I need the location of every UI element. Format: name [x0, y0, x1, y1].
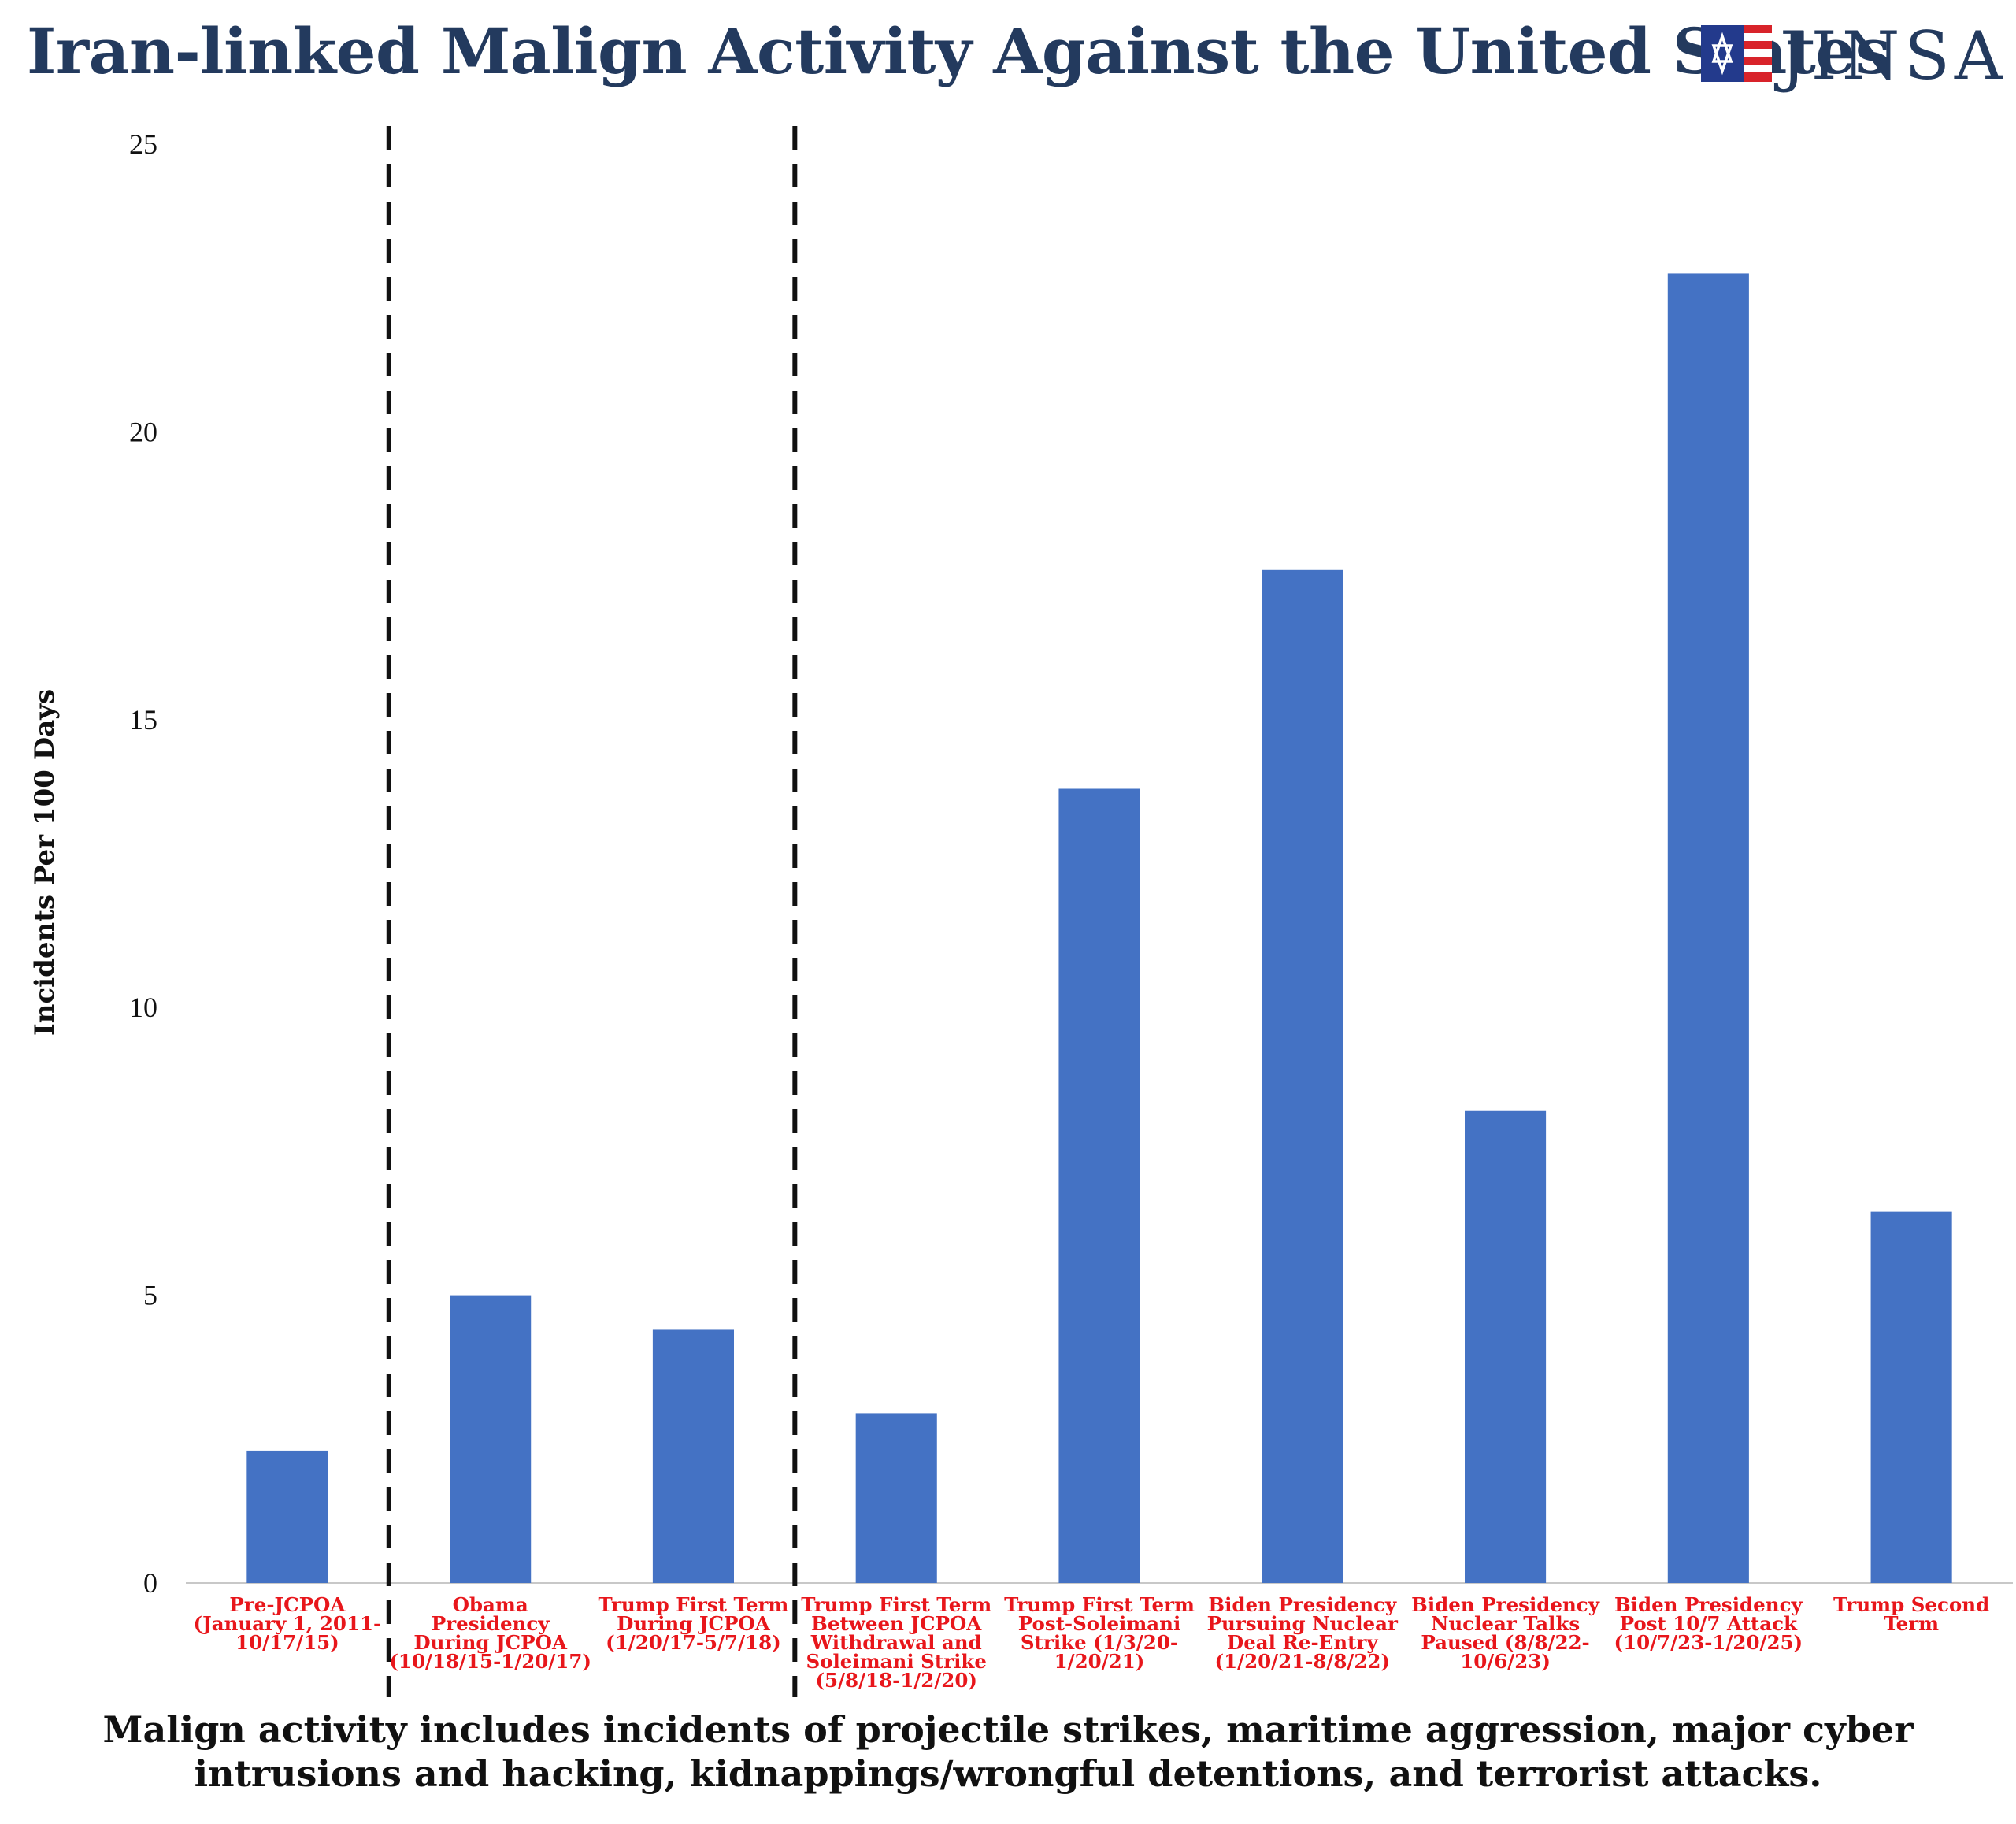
bar — [450, 1295, 532, 1583]
caption: Malign activity includes incidents of pr… — [0, 1707, 2016, 1796]
category-label: Trump First Term Between JCPOA Withdrawal … — [801, 1593, 991, 1692]
bar — [246, 1450, 328, 1583]
bar-chart: 0 5 10 15 20 25 Pre-JCPOA (January 1, 2011-10/… — [29, 126, 2013, 1697]
category-label: Biden Presidency Nuclear Talks Paused (8/8… — [1411, 1593, 1600, 1673]
category-label: Obama Presidency During JCPOA (10/18/15-1/2… — [389, 1593, 591, 1673]
category-label: Biden Presidency Post 10/7 Attack (10/7/23… — [1614, 1593, 1803, 1654]
category-label: Trump First Term During JCPOA (1/20/17-5/7… — [598, 1593, 789, 1654]
y-tick-label: 0 — [143, 1567, 158, 1599]
y-tick-label: 25 — [129, 128, 158, 160]
caption-line: Malign activity includes incidents of pr… — [102, 1708, 1914, 1751]
caption-line: intrusions and hacking, kidnappings/wron… — [194, 1752, 1822, 1795]
jinsa-logo: JINSA — [1701, 20, 2003, 91]
category-label: Trump Second Term — [1833, 1593, 1989, 1635]
logo-wordmark: JINSA — [1780, 17, 2007, 95]
category-label: Biden Presidency Pursuing Nuclear Deal Re-… — [1207, 1593, 1399, 1673]
bar — [1058, 788, 1140, 1583]
y-tick-label: 5 — [143, 1280, 158, 1311]
category-label: Pre-JCPOA (January 1, 2011-10/17/15) — [194, 1593, 382, 1654]
bar — [855, 1413, 937, 1583]
y-axis-label: Incidents Per 100 Days — [29, 689, 61, 1036]
y-tick-label: 20 — [129, 416, 158, 447]
chart-title: Iran-linked Malign Activity Against the … — [27, 14, 1891, 88]
y-tick-label: 10 — [129, 992, 158, 1023]
bar — [1465, 1110, 1547, 1583]
category-label: Trump First Term Post-Soleimani Strike (1/… — [1004, 1593, 1195, 1673]
bar — [652, 1329, 734, 1583]
y-tick-label: 15 — [129, 704, 158, 736]
flag-star-icon — [1701, 25, 1772, 82]
bar — [1870, 1211, 1952, 1583]
bar — [1667, 273, 1749, 1584]
bar — [1262, 569, 1343, 1583]
